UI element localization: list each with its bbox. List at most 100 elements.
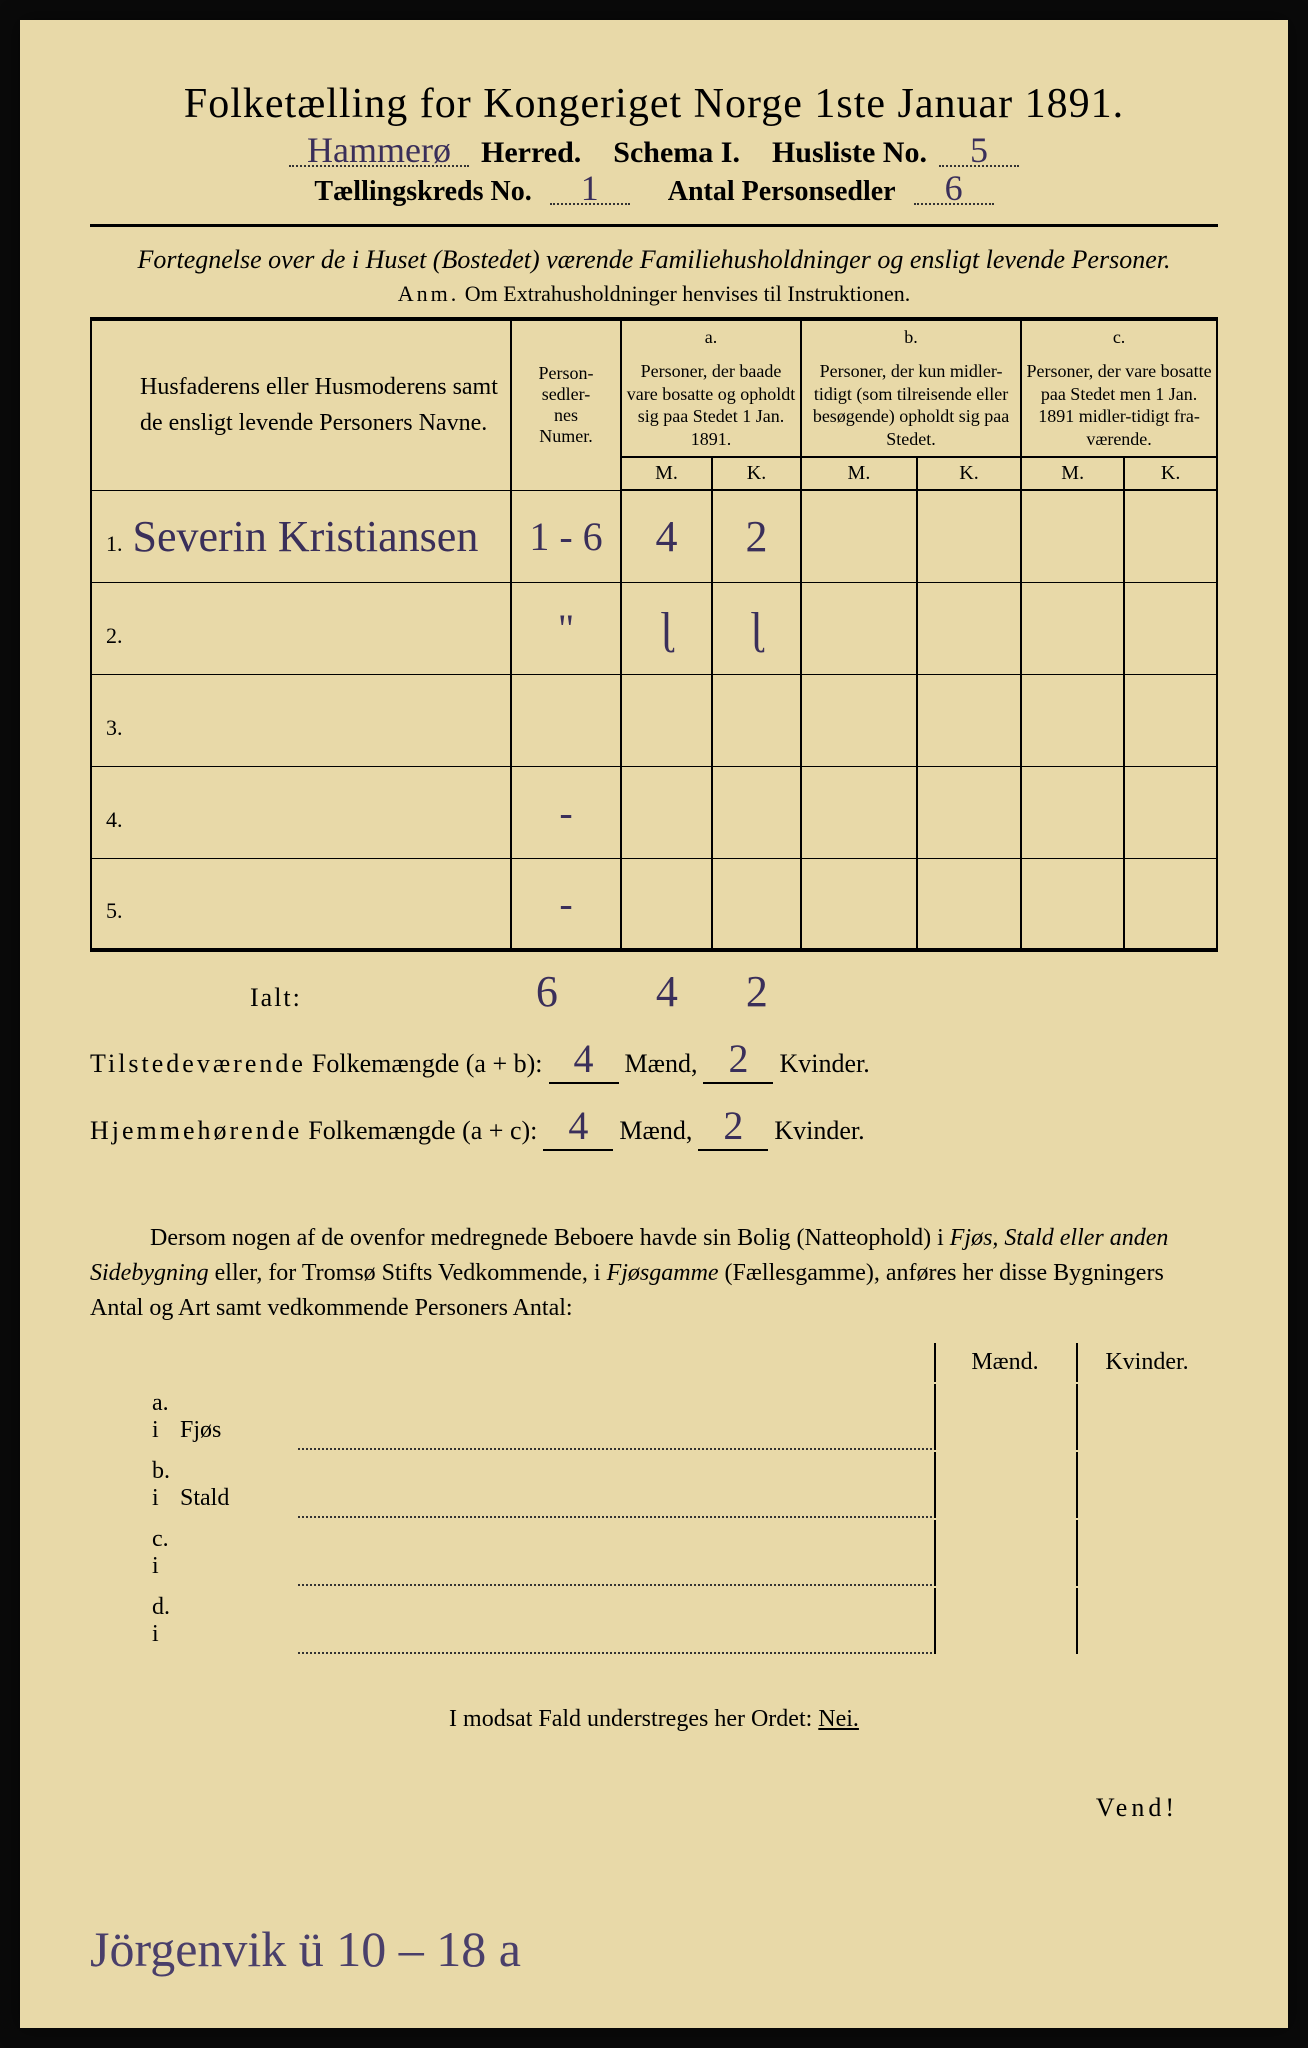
build-m — [934, 1588, 1074, 1654]
anm-line: Anm. Om Extrahusholdninger henvises til … — [90, 281, 1218, 307]
divider — [90, 224, 1218, 227]
build-label: Stald — [176, 1452, 296, 1518]
name-cell: 3. — [91, 674, 511, 766]
num-cell: - — [511, 858, 621, 950]
nei-line: I modsat Fald understreges her Ordet: Ne… — [90, 1706, 1218, 1733]
build-k — [1076, 1452, 1216, 1518]
c-m-cell — [1021, 490, 1124, 582]
c-m-cell — [1021, 858, 1124, 950]
antal-label: Antal Personsedler — [668, 176, 896, 208]
herred-value: Hammerø — [289, 136, 469, 167]
build-row: d. i — [92, 1588, 1216, 1654]
sum2-m: 4 — [543, 1102, 613, 1151]
col-c-top: c. — [1021, 319, 1217, 354]
build-label: Fjøs — [176, 1384, 296, 1450]
sum2-mid: Folkemængde (a + c): — [308, 1116, 537, 1146]
num-cell: " — [511, 582, 621, 674]
sum1-kvinder: Kvinder. — [779, 1049, 869, 1079]
build-lead: d. i — [92, 1588, 174, 1654]
summary-line-2: Hjemmehørende Folkemængde (a + c): 4 Mæn… — [90, 1102, 1218, 1151]
col-a-k: K. — [712, 457, 801, 490]
num-cell: - — [511, 766, 621, 858]
name-cell: 5. — [91, 858, 511, 950]
sum2-maend: Mænd, — [619, 1116, 692, 1146]
build-k — [1076, 1384, 1216, 1450]
nei-pre: I modsat Fald understreges her Ordet: — [449, 1706, 818, 1732]
b-k-cell — [917, 582, 1021, 674]
col-name-header: Husfaderens eller Husmoderens samt de en… — [91, 319, 511, 490]
c-k-cell — [1124, 766, 1217, 858]
a-m-cell: 4 — [621, 490, 712, 582]
sum1-label: Tilstedeværende — [90, 1049, 306, 1079]
build-row: a. iFjøs — [92, 1384, 1216, 1450]
nei-word: Nei. — [818, 1706, 859, 1732]
col-a-top: a. — [621, 319, 801, 354]
b-m-cell — [801, 858, 917, 950]
build-dots — [298, 1520, 932, 1586]
ialt-am: 4 — [622, 966, 712, 1017]
build-row: c. i — [92, 1520, 1216, 1586]
antal-value: 6 — [914, 174, 994, 205]
schema-label: Schema I. — [613, 136, 740, 170]
table-row: 4.- — [91, 766, 1217, 858]
table-row: 1.Severin Kristiansen1 - 642 — [91, 490, 1217, 582]
col-b-desc: Personer, der kun midler-tidigt (som til… — [801, 354, 1021, 457]
build-k — [1076, 1520, 1216, 1586]
build-maend: Mænd. — [934, 1343, 1074, 1382]
sum2-label: Hjemmehørende — [90, 1116, 302, 1146]
building-paragraph: Dersom nogen af de ovenfor medregnede Be… — [90, 1221, 1218, 1325]
kreds-value: 1 — [550, 174, 630, 205]
header-row-1: Hammerø Herred. Schema I. Husliste No. 5 — [90, 136, 1218, 170]
a-k-cell — [712, 766, 801, 858]
building-table: Mænd. Kvinder. a. iFjøsb. iStaldc. id. i — [90, 1341, 1218, 1656]
name-cell: 4. — [91, 766, 511, 858]
a-m-cell — [621, 858, 712, 950]
a-m-cell — [621, 766, 712, 858]
ialt-num: 6 — [502, 966, 592, 1017]
build-lead: a. i — [92, 1384, 174, 1450]
col-c-k: K. — [1124, 457, 1217, 490]
col-b-top: b. — [801, 319, 1021, 354]
a-k-cell — [712, 674, 801, 766]
col-b-k: K. — [917, 457, 1021, 490]
ialt-row: Ialt: 6 4 2 — [90, 966, 1218, 1017]
c-m-cell — [1021, 582, 1124, 674]
a-m-cell — [621, 674, 712, 766]
vend-label: Vend! — [90, 1793, 1218, 1823]
sum2-kvinder: Kvinder. — [774, 1116, 864, 1146]
c-m-cell — [1021, 674, 1124, 766]
a-k-cell: 2 — [712, 490, 801, 582]
b-k-cell — [917, 490, 1021, 582]
husliste-label: Husliste No. — [772, 136, 927, 170]
sum1-k: 2 — [703, 1035, 773, 1084]
build-lead: b. i — [92, 1452, 174, 1518]
b-k-cell — [917, 858, 1021, 950]
c-k-cell — [1124, 490, 1217, 582]
table-row: 5.- — [91, 858, 1217, 950]
c-k-cell — [1124, 582, 1217, 674]
b-k-cell — [917, 674, 1021, 766]
build-label — [176, 1588, 296, 1654]
sum1-mid: Folkemængde (a + b): — [312, 1049, 543, 1079]
summary-line-1: Tilstedeværende Folkemængde (a + b): 4 M… — [90, 1035, 1218, 1084]
col-c-m: M. — [1021, 457, 1124, 490]
b-m-cell — [801, 582, 917, 674]
a-k-cell — [712, 858, 801, 950]
b-k-cell — [917, 766, 1021, 858]
build-m — [934, 1384, 1074, 1450]
build-lead: c. i — [92, 1520, 174, 1586]
build-k — [1076, 1588, 1216, 1654]
sum2-k: 2 — [698, 1102, 768, 1151]
page-title: Folketælling for Kongeriget Norge 1ste J… — [90, 80, 1218, 128]
c-k-cell — [1124, 674, 1217, 766]
num-cell: 1 - 6 — [511, 490, 621, 582]
kreds-label: Tællingskreds No. — [314, 176, 531, 208]
table-row: 2."ɭɭ — [91, 582, 1217, 674]
b-m-cell — [801, 766, 917, 858]
c-k-cell — [1124, 858, 1217, 950]
a-k-cell: ɭ — [712, 582, 801, 674]
build-m — [934, 1520, 1074, 1586]
col-b-m: M. — [801, 457, 917, 490]
num-cell — [511, 674, 621, 766]
census-form-page: Folketælling for Kongeriget Norge 1ste J… — [20, 20, 1288, 2028]
